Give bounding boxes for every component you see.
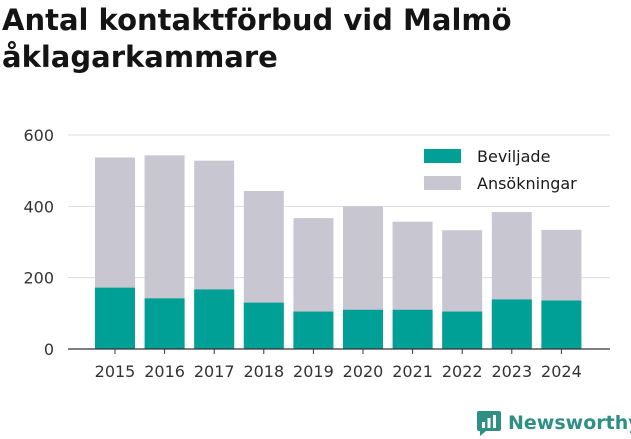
bar-beviljade-2024	[541, 300, 582, 349]
y-tick-label: 400	[23, 197, 54, 216]
legend: Beviljade Ansökningar	[424, 147, 577, 193]
legend-label-ansökningar: Ansökningar	[477, 174, 577, 193]
bar-beviljade-2020	[343, 309, 383, 349]
newsworthy-logo: Newsworthy	[476, 408, 631, 438]
x-tick-label: 2016	[144, 362, 185, 381]
bar-beviljade-2019	[293, 311, 334, 349]
x-tick-label: 2022	[442, 362, 483, 381]
bar-beviljade-2021	[392, 309, 433, 349]
legend-label-beviljade: Beviljade	[477, 147, 550, 166]
x-tick-label: 2023	[491, 362, 532, 381]
y-axis-ticks: 0 200 400 600	[23, 126, 54, 359]
bar-beviljade-2022	[442, 311, 483, 349]
bar-beviljade-2016	[144, 298, 185, 349]
x-tick-label: 2017	[194, 362, 235, 381]
x-tick-label: 2018	[243, 362, 284, 381]
bar-beviljade-2015	[95, 287, 135, 349]
x-tick-label: 2021	[392, 362, 433, 381]
x-tick-label: 2024	[541, 362, 582, 381]
bar-beviljade-2017	[194, 289, 235, 349]
legend-swatch-ansökningar	[424, 176, 461, 190]
x-axis-ticks: 2015 2016 2017 2018 2019 2020 2021 2022 2023 2024	[95, 349, 582, 381]
x-tick-label: 2015	[95, 362, 136, 381]
chart-title: Antal kontaktförbud vid Malmö åklagarkam…	[2, 3, 512, 74]
logo-text: Newsworthy	[508, 412, 631, 434]
x-tick-label: 2020	[343, 362, 384, 381]
legend-swatch-beviljade	[424, 149, 461, 163]
y-tick-label: 600	[23, 126, 54, 145]
bar-beviljade-2018	[243, 302, 284, 349]
bar-beviljade-2023	[491, 299, 532, 349]
y-tick-label: 200	[23, 269, 54, 288]
newsworthy-logo-icon	[477, 411, 501, 436]
x-tick-label: 2019	[293, 362, 334, 381]
bars	[95, 155, 582, 349]
y-tick-label: 0	[44, 340, 54, 359]
